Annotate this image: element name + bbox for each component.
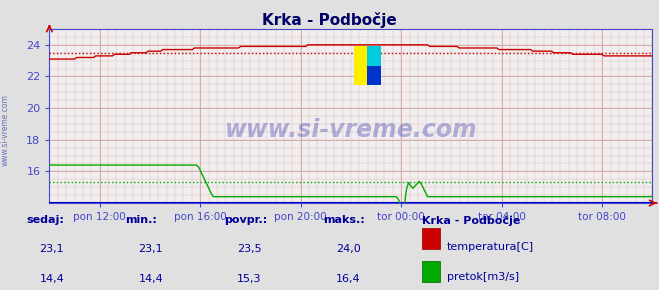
Text: 14,4: 14,4 xyxy=(40,274,65,284)
Text: maks.:: maks.: xyxy=(323,215,364,225)
Text: temperatura[C]: temperatura[C] xyxy=(447,242,534,252)
Text: www.si-vreme.com: www.si-vreme.com xyxy=(1,95,10,166)
Text: Krka - Podbočje: Krka - Podbočje xyxy=(262,12,397,28)
Bar xyxy=(422,261,440,282)
Text: 15,3: 15,3 xyxy=(237,274,262,284)
Text: min.:: min.: xyxy=(125,215,157,225)
Text: 14,4: 14,4 xyxy=(138,274,163,284)
Text: povpr.:: povpr.: xyxy=(224,215,268,225)
Text: sedaj:: sedaj: xyxy=(26,215,64,225)
Text: 24,0: 24,0 xyxy=(336,244,361,254)
Bar xyxy=(368,46,381,66)
Text: 16,4: 16,4 xyxy=(336,274,360,284)
Text: pretok[m3/s]: pretok[m3/s] xyxy=(447,272,519,282)
Bar xyxy=(354,46,368,85)
Bar xyxy=(422,228,440,249)
Text: Krka - Podbočje: Krka - Podbočje xyxy=(422,215,520,226)
Text: 23,5: 23,5 xyxy=(237,244,262,254)
Bar xyxy=(368,66,381,85)
Text: 23,1: 23,1 xyxy=(138,244,163,254)
Text: www.si-vreme.com: www.si-vreme.com xyxy=(225,118,477,142)
Text: 23,1: 23,1 xyxy=(40,244,64,254)
